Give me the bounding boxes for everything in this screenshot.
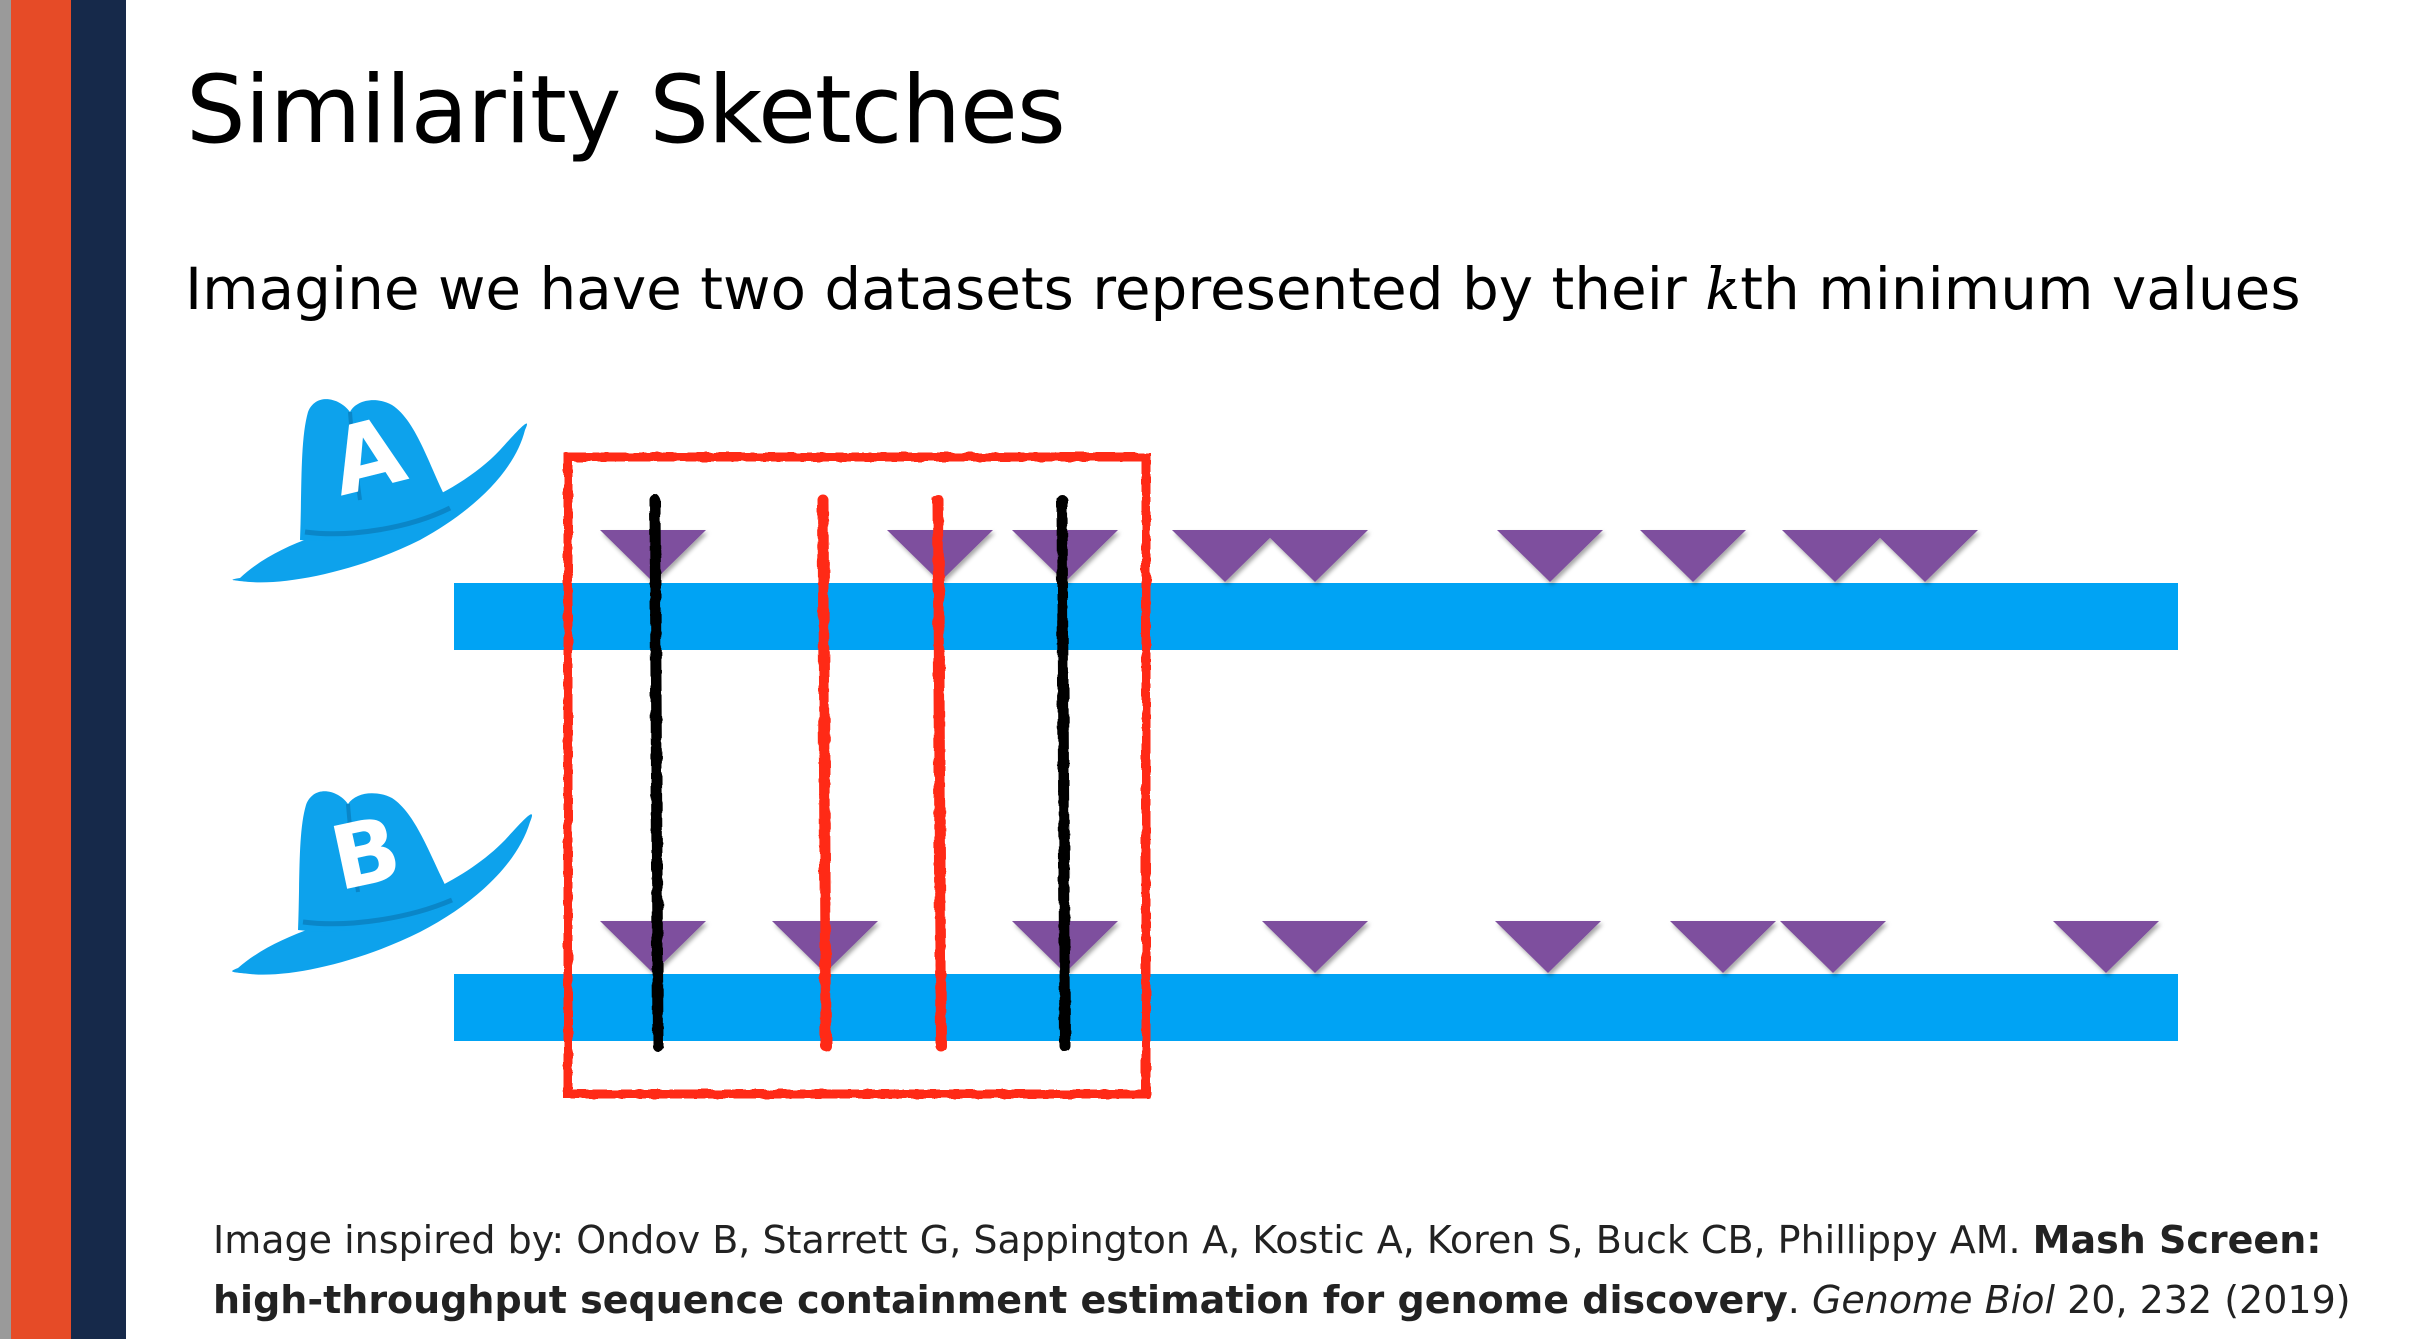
citation-title-end: high-throughput sequence containment est… [213, 1278, 1788, 1322]
citation-title-start: Mash Screen: [2032, 1218, 2322, 1262]
citation-period: . [1787, 1278, 1812, 1322]
citation-line-2: high-throughput sequence containment est… [213, 1270, 2351, 1330]
left-edge-gray-stripe [0, 0, 11, 1339]
citation-journal: Genome Biol [1811, 1278, 2056, 1322]
left-navy-stripe [71, 0, 126, 1339]
sketch-b-hash-triangle [2053, 921, 2159, 973]
dataset-a-bar [454, 583, 2178, 650]
citation-authors: Image inspired by: Ondov B, Starrett G, … [213, 1218, 2033, 1262]
dataset-b-hat-icon [232, 791, 533, 975]
subtitle-text-start: Imagine we have two datasets represented… [185, 255, 1706, 323]
bottom-k-selection-box [563, 452, 1151, 1099]
sketch-a-hash-triangle [1782, 530, 1888, 582]
citation-line-1: Image inspired by: Ondov B, Starrett G, … [213, 1210, 2351, 1270]
slide-title: Similarity Sketches [186, 56, 1066, 165]
sketch-b-hash-triangle [1670, 921, 1776, 973]
shared-hash-line [1056, 494, 1071, 1052]
subtitle-k-symbol: k [1705, 255, 1741, 323]
citation: Image inspired by: Ondov B, Starrett G, … [213, 1210, 2351, 1330]
sketch-b-hash-triangle [1495, 921, 1601, 973]
dataset-a-hat-icon [232, 399, 528, 583]
unshared-hash-line [932, 494, 947, 1052]
citation-volume-year: 20, 232 (2019) [2055, 1278, 2351, 1322]
sketch-a-hash-triangle [1640, 530, 1746, 582]
sketch-a-hash-triangle [1262, 530, 1368, 582]
left-orange-stripe [11, 0, 71, 1339]
shared-hash-line [649, 494, 664, 1052]
subtitle-text-end: th minimum values [1740, 255, 2301, 323]
slide-subtitle: Imagine we have two datasets represented… [185, 255, 2301, 323]
sketch-a-hash-triangle [1172, 530, 1278, 582]
dataset-b-bar [454, 974, 2178, 1041]
sketch-b-hash-triangle [1262, 921, 1368, 973]
unshared-hash-line [817, 494, 832, 1052]
sketch-a-hash-triangle [1497, 530, 1603, 582]
sketch-b-hash-triangle [1780, 921, 1886, 973]
sketch-a-hash-triangle [1872, 530, 1978, 582]
